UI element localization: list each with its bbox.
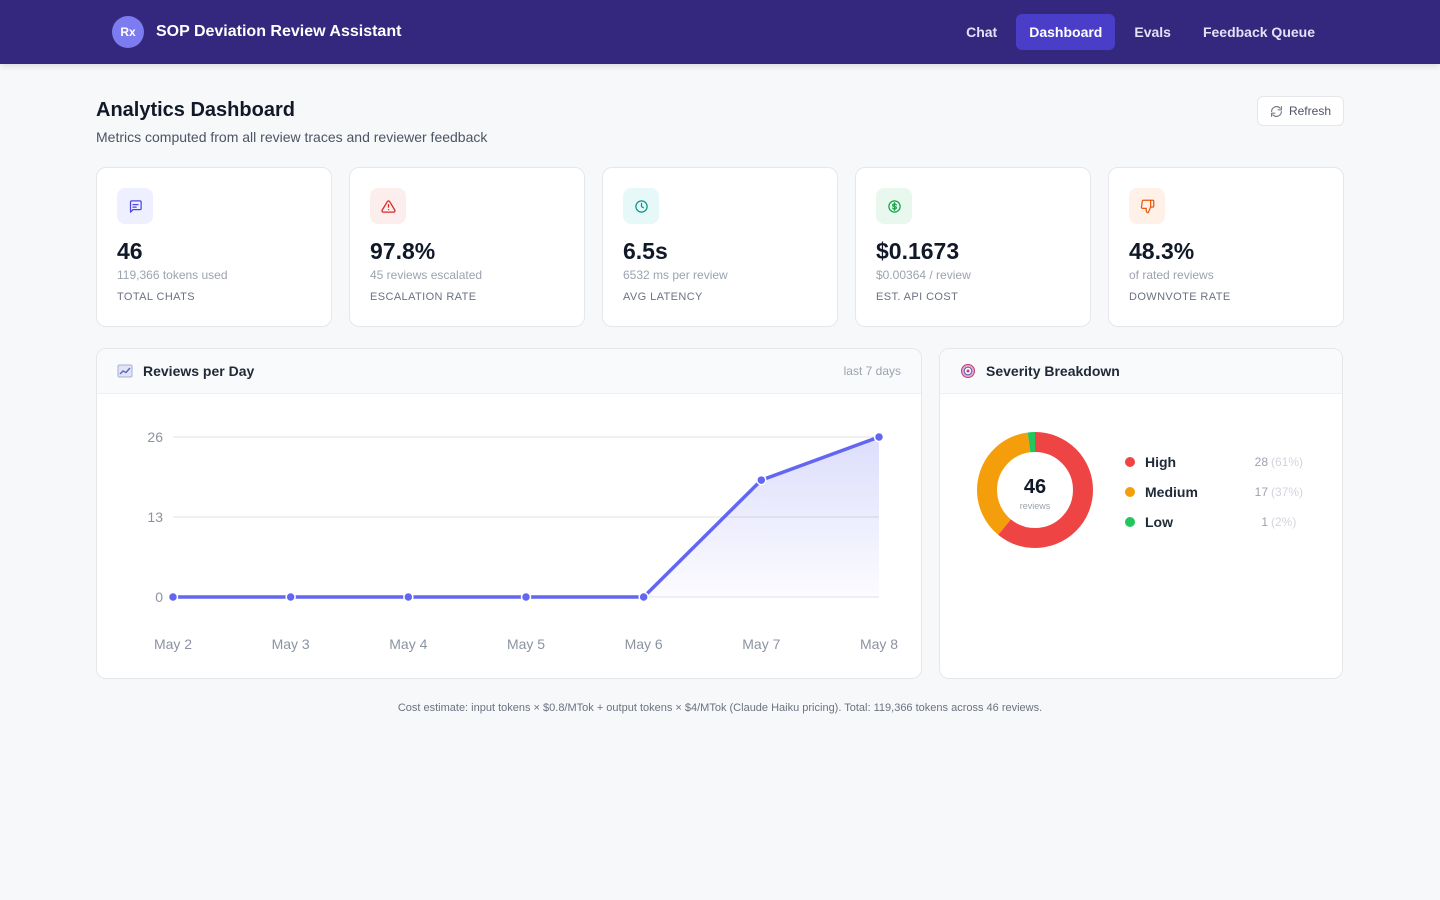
brand[interactable]: Rx SOP Deviation Review Assistant bbox=[112, 16, 401, 48]
reviews-line-chart: 0 13 26 May 2 May 3 May 4 May 5 May 6 May 7 May 8 bbox=[147, 429, 898, 652]
legend-item-medium: Medium 17 (37%) bbox=[1125, 477, 1303, 507]
x-tick-label: May 6 bbox=[625, 636, 663, 652]
warning-icon bbox=[370, 188, 406, 224]
stat-subtext: 45 reviews escalated bbox=[370, 268, 483, 282]
dollar-icon bbox=[876, 188, 912, 224]
nav-item-evals[interactable]: Evals bbox=[1134, 24, 1171, 40]
data-point[interactable] bbox=[873, 431, 885, 443]
refresh-icon bbox=[1271, 105, 1282, 117]
legend-percent: (37%) bbox=[1271, 485, 1304, 499]
data-point[interactable] bbox=[167, 591, 179, 603]
series-area bbox=[173, 437, 879, 597]
panels-row: Reviews per Day last 7 days 0 13 26 May 2 Ma… bbox=[96, 348, 1344, 679]
legend-percent: (61%) bbox=[1271, 455, 1304, 469]
refresh-label: Refresh bbox=[1288, 104, 1331, 118]
stat-value: 48.3% bbox=[1129, 238, 1195, 264]
x-tick-label: May 4 bbox=[389, 636, 427, 652]
nav-item-feedback-queue[interactable]: Feedback Queue bbox=[1202, 24, 1315, 40]
legend-label: High bbox=[1145, 454, 1177, 470]
reviews-per-day-panel: Reviews per Day last 7 days 0 13 26 May 2 Ma… bbox=[96, 348, 922, 679]
panel-title: Reviews per Day bbox=[143, 363, 255, 379]
donut-center-label: reviews bbox=[1020, 501, 1051, 511]
panel-note: last 7 days bbox=[843, 364, 901, 378]
stat-card-avg-latency: 6.5s 6532 ms per review AVG LATENCY bbox=[602, 167, 838, 327]
stat-label: EST. API COST bbox=[876, 291, 959, 303]
stats-row: 46 119,366 tokens used TOTAL CHATS 97.8%… bbox=[96, 167, 1344, 327]
stat-card-total-chats: 46 119,366 tokens used TOTAL CHATS bbox=[96, 167, 332, 327]
legend-count: 28 bbox=[1254, 455, 1268, 469]
x-tick-label: May 7 bbox=[742, 636, 780, 652]
stat-subtext: 6532 ms per review bbox=[623, 268, 728, 282]
stat-label: ESCALATION RATE bbox=[370, 291, 477, 303]
stat-label: TOTAL CHATS bbox=[117, 291, 195, 303]
data-point[interactable] bbox=[403, 591, 414, 603]
page-subtitle: Metrics computed from all review traces … bbox=[96, 129, 488, 145]
y-tick-label: 0 bbox=[155, 589, 163, 605]
data-point[interactable] bbox=[520, 591, 532, 603]
y-tick-label: 26 bbox=[147, 429, 163, 445]
legend-dot-medium bbox=[1125, 487, 1135, 497]
app-title: SOP Deviation Review Assistant bbox=[156, 23, 402, 40]
legend-label: Low bbox=[1145, 514, 1173, 530]
stat-subtext: of rated reviews bbox=[1129, 268, 1214, 282]
cost-footnote: Cost estimate: input tokens × $0.8/MTok … bbox=[397, 702, 1043, 714]
stat-label: AVG LATENCY bbox=[623, 291, 703, 303]
refresh-button[interactable]: Refresh bbox=[1256, 96, 1344, 126]
legend-item-high: High 28 (61%) bbox=[1125, 447, 1303, 477]
donut-segments bbox=[977, 432, 1093, 548]
stat-value: $0.1673 bbox=[876, 238, 960, 264]
stat-card-downvote-rate: 48.3% of rated reviews DOWNVOTE RATE bbox=[1108, 167, 1344, 327]
legend-label: Medium bbox=[1145, 484, 1198, 500]
legend-dot-high bbox=[1125, 457, 1135, 467]
donut-segment-low[interactable] bbox=[977, 432, 1093, 548]
data-point[interactable] bbox=[285, 591, 296, 603]
chart-line-icon bbox=[117, 364, 133, 378]
stat-card-escalation-rate: 97.8% 45 reviews escalated ESCALATION RA… bbox=[349, 167, 585, 327]
stat-subtext: $0.00364 / review bbox=[876, 268, 971, 282]
stat-subtext: 119,366 tokens used bbox=[117, 268, 228, 282]
app-logo: Rx bbox=[112, 16, 144, 48]
legend-count: 1 bbox=[1261, 515, 1268, 529]
target-icon bbox=[961, 364, 975, 378]
stat-value: 6.5s bbox=[623, 238, 668, 264]
severity-breakdown-panel: Severity Breakdown 46 reviews High 28 (61… bbox=[939, 348, 1343, 679]
x-tick-label: May 3 bbox=[272, 636, 310, 652]
panel-header: Reviews per Day last 7 days bbox=[97, 349, 921, 394]
severity-legend: High 28 (61%) Medium 17 (37%) Low 1 bbox=[1125, 447, 1303, 537]
stat-card-api-cost: $0.1673 $0.00364 / review EST. API COST bbox=[855, 167, 1091, 327]
x-tick-label: May 8 bbox=[860, 636, 898, 652]
panel-title: Severity Breakdown bbox=[986, 363, 1120, 379]
top-navbar: Rx SOP Deviation Review Assistant Chat D… bbox=[0, 0, 1440, 64]
severity-donut-chart: 46 reviews bbox=[977, 432, 1093, 548]
chat-bubble-icon bbox=[117, 188, 153, 224]
legend-item-low: Low 1 (2%) bbox=[1125, 507, 1303, 537]
x-tick-label: May 2 bbox=[154, 636, 192, 652]
donut-segment-medium[interactable] bbox=[977, 432, 1093, 548]
legend-dot-low bbox=[1125, 517, 1135, 527]
main-nav: Chat Dashboard Evals Feedback Queue bbox=[953, 14, 1328, 50]
stat-value: 46 bbox=[117, 238, 143, 264]
x-tick-label: May 5 bbox=[507, 636, 545, 652]
stat-label: DOWNVOTE RATE bbox=[1129, 291, 1231, 303]
severity-body: 46 reviews High 28 (61%) Medium 17 (37%) bbox=[940, 394, 1342, 550]
main-content: Analytics Dashboard Metrics computed fro… bbox=[0, 64, 1440, 714]
donut-center-value: 46 bbox=[1024, 476, 1046, 498]
page-title: Analytics Dashboard bbox=[96, 99, 295, 121]
thumbs-down-icon bbox=[1129, 188, 1165, 224]
legend-percent: (2%) bbox=[1271, 515, 1297, 529]
nav-item-chat[interactable]: Chat bbox=[966, 24, 998, 40]
y-tick-label: 13 bbox=[147, 509, 163, 525]
nav-item-dashboard[interactable]: Dashboard bbox=[1016, 14, 1116, 50]
legend-count: 17 bbox=[1254, 485, 1268, 499]
panel-header: Severity Breakdown bbox=[940, 349, 1342, 394]
data-point[interactable] bbox=[638, 591, 649, 603]
page-header: Analytics Dashboard Metrics computed fro… bbox=[96, 64, 1344, 145]
data-point[interactable] bbox=[756, 474, 767, 486]
clock-icon bbox=[623, 188, 659, 224]
stat-value: 97.8% bbox=[370, 238, 436, 264]
